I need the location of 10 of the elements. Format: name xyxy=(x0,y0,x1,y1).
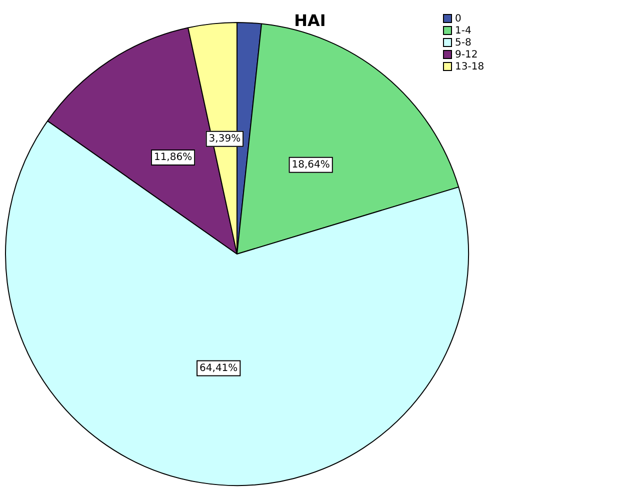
legend-label: 5-8 xyxy=(455,38,472,49)
data-label: 18,64% xyxy=(292,159,330,170)
data-label: 64,41% xyxy=(200,362,238,374)
legend-label: 9-12 xyxy=(455,50,478,61)
legend-label: 0 xyxy=(455,14,462,25)
data-label: 3,39% xyxy=(208,134,241,144)
legend-label: 13-18 xyxy=(455,62,484,73)
data-label: 11,86% xyxy=(154,152,192,164)
chart-title: HAI xyxy=(294,11,326,30)
legend-label: 1-4 xyxy=(455,26,472,37)
